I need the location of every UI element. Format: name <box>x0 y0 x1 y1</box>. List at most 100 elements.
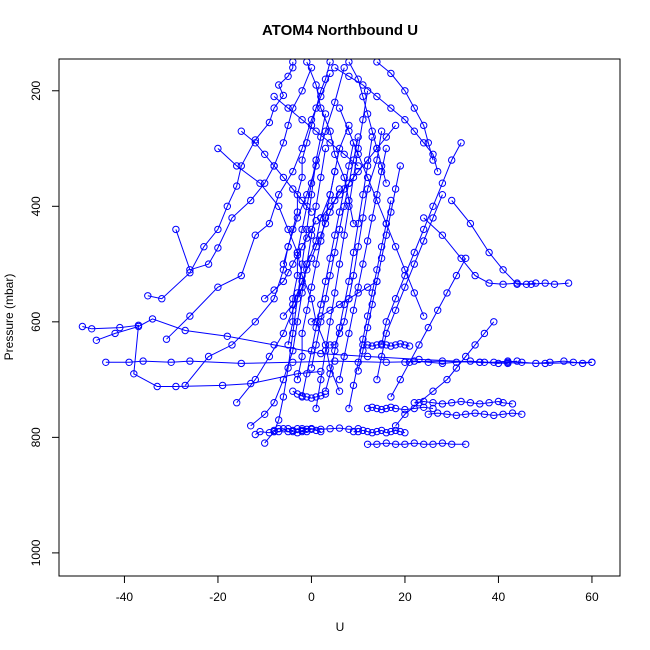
data-point <box>387 393 395 401</box>
data-point <box>471 271 479 280</box>
data-point <box>312 260 320 268</box>
data-point <box>429 440 437 448</box>
profile-line <box>306 61 354 224</box>
data-point <box>354 425 362 433</box>
data-point <box>391 306 400 314</box>
data-point <box>382 219 390 228</box>
data-point <box>228 214 236 222</box>
data-point <box>247 422 255 430</box>
profile-line <box>315 90 369 409</box>
data-point <box>317 375 325 384</box>
data-point <box>298 173 306 182</box>
data-point <box>354 144 362 153</box>
data-point <box>261 439 269 447</box>
data-point <box>162 335 171 343</box>
data-point <box>420 139 428 147</box>
data-point <box>228 341 236 349</box>
data-point <box>382 231 390 239</box>
data-point <box>303 225 311 234</box>
profile-series <box>312 87 372 413</box>
data-point <box>373 196 381 205</box>
data-point <box>335 424 344 432</box>
profile-line <box>147 61 294 300</box>
data-point <box>251 318 260 326</box>
data-point <box>485 279 493 287</box>
data-point <box>373 92 381 101</box>
data-point <box>298 243 306 251</box>
data-point <box>410 104 418 112</box>
profile-line <box>250 148 326 427</box>
data-point <box>130 370 138 378</box>
data-point <box>317 231 325 239</box>
profile-series <box>289 387 330 402</box>
data-point <box>256 427 264 436</box>
data-point <box>307 64 316 72</box>
data-point <box>275 81 283 89</box>
data-point <box>424 410 432 418</box>
data-point <box>424 139 432 147</box>
data-point <box>279 139 288 147</box>
data-point <box>373 427 381 436</box>
data-point <box>307 254 316 262</box>
profile-line <box>339 107 425 317</box>
data-point <box>550 280 559 288</box>
data-point <box>335 225 344 234</box>
data-point <box>429 399 437 407</box>
profile-series <box>307 277 381 326</box>
data-point <box>401 410 409 418</box>
data-point <box>373 440 381 448</box>
data-point <box>345 72 353 81</box>
data-point <box>452 364 461 372</box>
data-point <box>298 196 306 205</box>
data-point <box>237 359 246 368</box>
data-point <box>443 289 451 297</box>
profile-series <box>359 340 414 350</box>
data-point <box>363 156 372 164</box>
data-point <box>307 425 316 433</box>
data-point <box>382 329 390 338</box>
data-point <box>420 312 428 320</box>
data-point <box>363 185 372 193</box>
data-point <box>331 347 339 355</box>
data-point <box>424 323 432 332</box>
data-point <box>420 397 428 406</box>
data-point <box>401 405 409 414</box>
data-point <box>359 116 367 124</box>
data-point <box>415 341 423 349</box>
data-point <box>204 352 213 361</box>
profile-series <box>261 217 320 303</box>
profile-series <box>476 357 596 368</box>
data-point <box>335 329 344 338</box>
data-point <box>578 359 587 368</box>
data-point <box>172 382 180 391</box>
data-point <box>513 279 521 287</box>
data-point <box>298 116 306 124</box>
data-point <box>289 347 297 355</box>
data-point <box>293 370 302 378</box>
data-point <box>410 260 418 268</box>
data-point <box>354 243 362 251</box>
data-point <box>312 202 320 211</box>
data-point <box>429 150 437 159</box>
y-tick-label: 600 <box>29 312 43 332</box>
data-point <box>279 91 288 100</box>
data-point <box>377 127 386 135</box>
data-point <box>312 393 320 401</box>
data-point <box>368 289 376 297</box>
data-point <box>363 312 372 320</box>
data-point <box>354 133 362 141</box>
data-point <box>462 254 470 262</box>
data-point <box>382 144 390 153</box>
data-point <box>303 425 311 433</box>
data-point <box>420 214 428 222</box>
data-point <box>307 295 316 303</box>
profile-line <box>325 136 373 392</box>
data-point <box>307 116 316 124</box>
data-point <box>354 167 362 176</box>
data-point <box>373 266 381 274</box>
data-point <box>116 323 124 332</box>
data-point <box>331 196 339 205</box>
data-point <box>279 393 288 401</box>
data-point <box>532 359 540 368</box>
